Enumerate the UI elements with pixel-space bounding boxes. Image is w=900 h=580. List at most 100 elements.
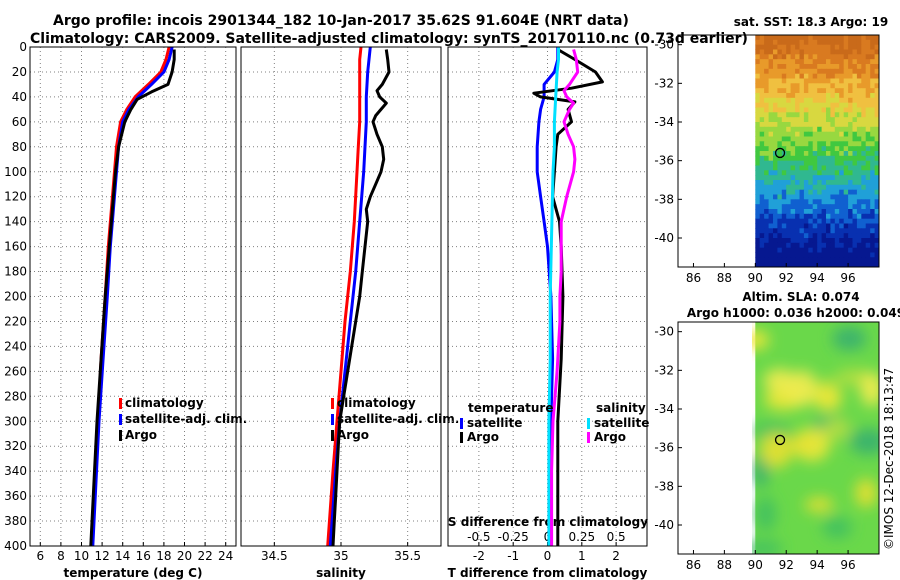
sst-cell bbox=[764, 122, 769, 128]
sst-map-title: sat. SST: 18.3 Argo: 19 bbox=[734, 15, 888, 29]
sst-cell bbox=[808, 93, 814, 99]
sst-cell bbox=[821, 238, 827, 244]
sst-cell bbox=[777, 228, 783, 234]
sst-cell bbox=[817, 102, 823, 108]
sst-cell bbox=[755, 64, 761, 70]
sst-cell bbox=[861, 175, 867, 181]
sst-cell bbox=[870, 189, 876, 195]
sst-cell bbox=[759, 122, 765, 128]
sst-cell bbox=[834, 107, 840, 113]
sst-cell bbox=[874, 102, 879, 108]
sst-cell bbox=[861, 64, 867, 70]
sst-cell bbox=[768, 64, 774, 70]
sst-cell bbox=[861, 39, 867, 46]
sst-cell bbox=[764, 131, 769, 137]
sst-cell bbox=[803, 68, 809, 75]
sst-cell bbox=[839, 242, 845, 249]
sst-cell bbox=[759, 189, 765, 195]
sst-cell bbox=[790, 117, 796, 123]
sst-cell bbox=[786, 228, 792, 234]
sst-cell bbox=[839, 262, 845, 267]
sst-cell bbox=[874, 262, 879, 267]
sst-cell bbox=[834, 151, 840, 157]
sst-cell bbox=[812, 131, 818, 137]
sst-cell bbox=[874, 39, 879, 46]
sst-cell bbox=[826, 233, 831, 239]
sst-cell bbox=[755, 54, 761, 60]
sst-cell bbox=[808, 39, 814, 46]
sst-cell bbox=[848, 155, 853, 162]
sst-cell bbox=[795, 233, 800, 239]
sst-cell bbox=[764, 107, 769, 113]
depth-tick-label: 300 bbox=[4, 414, 27, 428]
sst-cell bbox=[808, 73, 814, 79]
sst-cell bbox=[856, 160, 862, 166]
sst-cell bbox=[826, 35, 831, 41]
sst-cell bbox=[764, 194, 769, 200]
sst-cell bbox=[795, 73, 800, 79]
sst-cell bbox=[790, 136, 796, 142]
sst-lon-tick-label: 90 bbox=[748, 271, 763, 285]
sst-cell bbox=[786, 54, 792, 60]
diff-x-tick-label: 2 bbox=[612, 549, 620, 563]
sst-cell bbox=[852, 247, 858, 253]
sst-cell bbox=[843, 184, 849, 191]
sst-cell bbox=[852, 49, 858, 55]
depth-tick-label: 80 bbox=[12, 140, 27, 154]
sst-cell bbox=[856, 88, 862, 94]
sst-cell bbox=[786, 199, 792, 205]
sst-argo-marker bbox=[774, 147, 786, 159]
sst-cell bbox=[856, 238, 862, 244]
sst-cell bbox=[843, 83, 849, 89]
sst-cell bbox=[795, 238, 800, 244]
sst-cell bbox=[803, 83, 809, 89]
sst-cell bbox=[834, 209, 840, 215]
sst-cell bbox=[755, 93, 761, 99]
sst-cell bbox=[786, 44, 792, 50]
sst-cell bbox=[843, 155, 849, 162]
sst-cell bbox=[826, 78, 831, 84]
sst-cell bbox=[799, 136, 805, 142]
sst-cell bbox=[817, 117, 823, 123]
sst-cell bbox=[852, 204, 858, 210]
sst-map-frame bbox=[677, 34, 880, 268]
sst-cell bbox=[856, 97, 862, 104]
sst-cell bbox=[803, 233, 809, 239]
sst-cell bbox=[826, 213, 831, 220]
sst-cell bbox=[821, 112, 827, 118]
sst-cell bbox=[790, 112, 796, 118]
sst-cell bbox=[773, 233, 778, 239]
sst-cell bbox=[808, 247, 814, 253]
sst-cell bbox=[821, 151, 827, 157]
sst-cell bbox=[839, 93, 845, 99]
sst-cell bbox=[852, 180, 858, 186]
sst-cell bbox=[812, 252, 818, 258]
sst-cell bbox=[821, 199, 827, 205]
sst-cell bbox=[839, 39, 845, 46]
s-diff-tick-label: -0.25 bbox=[498, 530, 529, 544]
sst-cell bbox=[861, 122, 867, 128]
sst-cell bbox=[874, 126, 879, 133]
sst-cell bbox=[852, 151, 858, 157]
sst-cell bbox=[870, 213, 876, 220]
sst-cell bbox=[848, 59, 853, 65]
sst-cell bbox=[759, 49, 765, 55]
sst-cell bbox=[848, 204, 853, 210]
s-diff-tick-label: -0.5 bbox=[467, 530, 490, 544]
sst-cell bbox=[870, 228, 876, 234]
sst-cell bbox=[799, 97, 805, 104]
sst-cell bbox=[759, 209, 765, 215]
sst-cell bbox=[755, 155, 761, 162]
sst-cell bbox=[764, 184, 769, 191]
sst-cell bbox=[843, 165, 849, 171]
sst-cell bbox=[834, 131, 840, 137]
sst-cell bbox=[821, 213, 827, 220]
sst-cell bbox=[861, 112, 867, 118]
sst-cell bbox=[843, 262, 849, 267]
sst-cell bbox=[768, 49, 774, 55]
sst-cell bbox=[861, 184, 867, 191]
sst-cell bbox=[777, 165, 783, 171]
sst-cell bbox=[803, 180, 809, 186]
sst-cell bbox=[852, 160, 858, 166]
